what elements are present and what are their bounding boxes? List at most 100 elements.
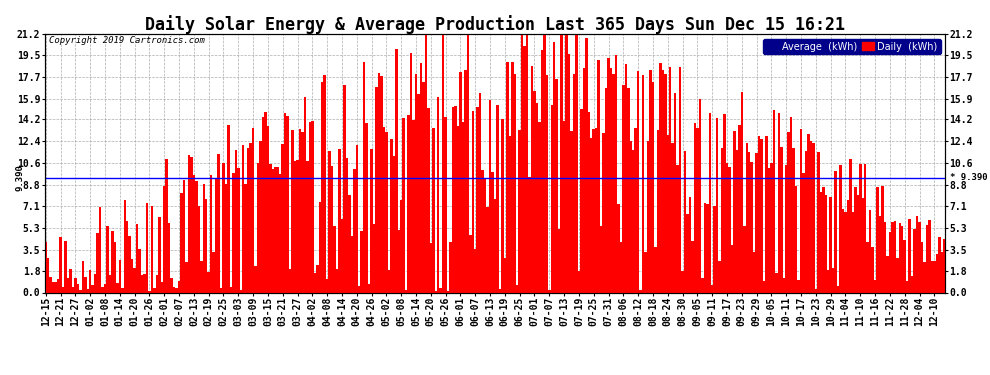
- Bar: [691, 241, 694, 292]
- Bar: [422, 82, 425, 292]
- Bar: [200, 261, 203, 292]
- Bar: [375, 87, 378, 292]
- Bar: [415, 74, 417, 292]
- Bar: [321, 82, 324, 292]
- Bar: [266, 126, 269, 292]
- Bar: [378, 73, 380, 292]
- Bar: [837, 286, 840, 292]
- Bar: [76, 284, 79, 292]
- Bar: [499, 289, 501, 292]
- Bar: [544, 34, 545, 292]
- Bar: [901, 226, 904, 292]
- Bar: [926, 225, 929, 292]
- Legend: Average  (kWh), Daily  (kWh): Average (kWh), Daily (kWh): [763, 39, 940, 54]
- Bar: [919, 222, 921, 292]
- Bar: [427, 108, 430, 292]
- Bar: [251, 128, 254, 292]
- Bar: [861, 198, 864, 292]
- Bar: [227, 124, 230, 292]
- Bar: [121, 288, 124, 292]
- Bar: [185, 262, 188, 292]
- Bar: [676, 165, 679, 292]
- Bar: [417, 94, 420, 292]
- Bar: [146, 202, 148, 292]
- Bar: [637, 72, 640, 292]
- Bar: [741, 92, 743, 292]
- Bar: [291, 130, 294, 292]
- Bar: [195, 181, 198, 292]
- Bar: [664, 74, 666, 292]
- Bar: [400, 200, 403, 292]
- Bar: [782, 278, 785, 292]
- Bar: [570, 131, 573, 292]
- Bar: [205, 199, 208, 292]
- Bar: [101, 286, 104, 292]
- Bar: [403, 118, 405, 292]
- Bar: [464, 70, 466, 292]
- Bar: [896, 258, 899, 292]
- Bar: [109, 275, 111, 292]
- Bar: [504, 258, 506, 292]
- Bar: [329, 151, 331, 292]
- Bar: [410, 53, 412, 292]
- Bar: [213, 252, 215, 292]
- Bar: [390, 139, 393, 292]
- Bar: [745, 143, 748, 292]
- Bar: [314, 273, 316, 292]
- Bar: [466, 34, 469, 292]
- Bar: [279, 174, 281, 292]
- Bar: [193, 175, 195, 292]
- Bar: [642, 75, 644, 292]
- Bar: [86, 289, 89, 292]
- Bar: [155, 274, 158, 292]
- Bar: [405, 290, 407, 292]
- Bar: [767, 168, 770, 292]
- Bar: [573, 74, 575, 292]
- Bar: [388, 270, 390, 292]
- Bar: [750, 162, 753, 292]
- Bar: [825, 195, 827, 292]
- Bar: [689, 197, 691, 292]
- Bar: [646, 141, 649, 292]
- Bar: [256, 164, 259, 292]
- Bar: [600, 226, 602, 292]
- Bar: [451, 107, 454, 292]
- Bar: [474, 249, 476, 292]
- Bar: [555, 79, 558, 292]
- Bar: [294, 161, 296, 292]
- Bar: [442, 34, 445, 292]
- Bar: [119, 260, 121, 292]
- Bar: [249, 143, 251, 292]
- Bar: [163, 186, 165, 292]
- Bar: [178, 281, 180, 292]
- Bar: [437, 97, 440, 292]
- Bar: [866, 242, 869, 292]
- Bar: [254, 266, 256, 292]
- Bar: [168, 223, 170, 292]
- Bar: [230, 287, 232, 292]
- Bar: [235, 150, 237, 292]
- Bar: [785, 165, 787, 292]
- Bar: [743, 226, 745, 292]
- Bar: [884, 222, 886, 292]
- Bar: [106, 226, 109, 292]
- Bar: [232, 173, 235, 292]
- Bar: [486, 207, 489, 292]
- Bar: [597, 60, 600, 292]
- Bar: [842, 209, 844, 292]
- Bar: [79, 290, 81, 292]
- Bar: [739, 125, 741, 292]
- Bar: [886, 256, 889, 292]
- Bar: [440, 288, 442, 292]
- Bar: [304, 97, 306, 292]
- Bar: [365, 123, 368, 292]
- Bar: [721, 148, 724, 292]
- Bar: [284, 113, 286, 292]
- Bar: [61, 287, 64, 292]
- Bar: [891, 222, 894, 292]
- Bar: [772, 110, 775, 292]
- Bar: [344, 85, 346, 292]
- Bar: [529, 177, 531, 292]
- Bar: [755, 153, 758, 292]
- Bar: [943, 240, 945, 292]
